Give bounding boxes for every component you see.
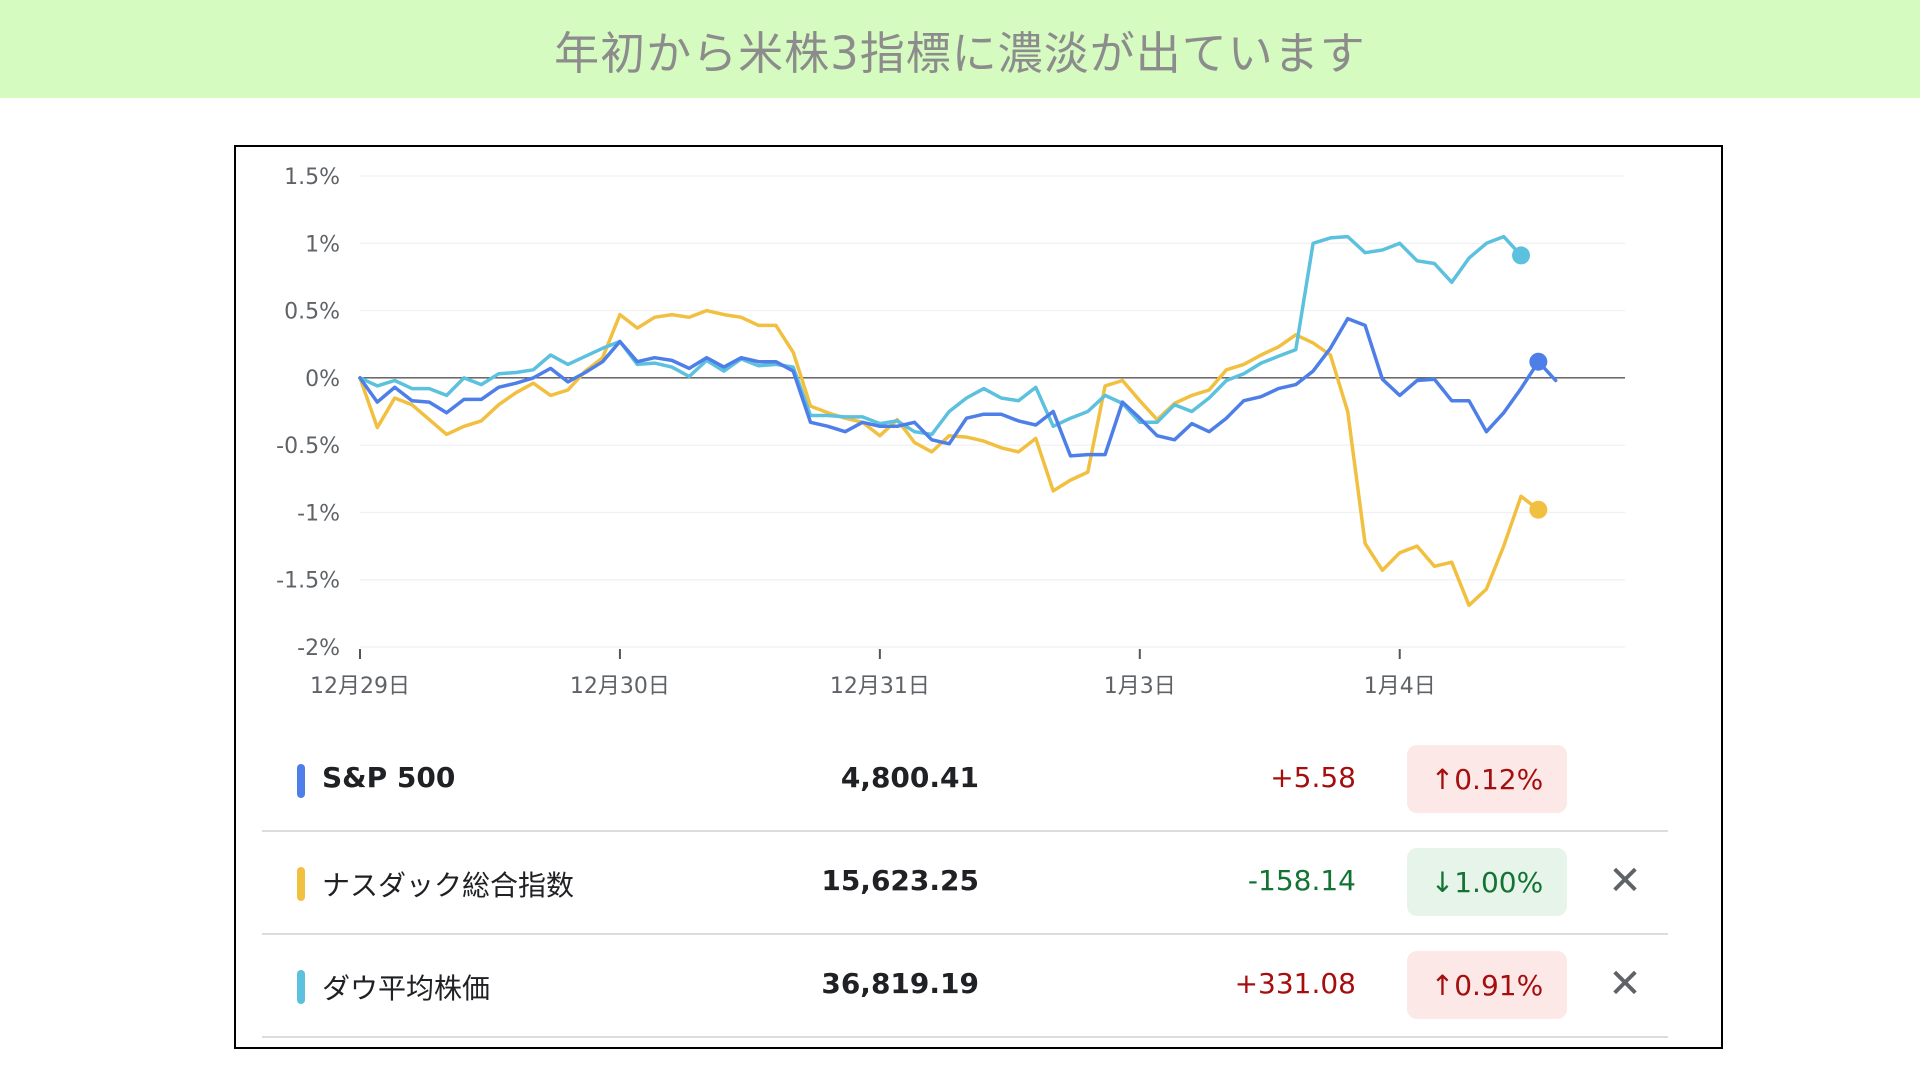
series-color-swatch	[297, 867, 305, 901]
y-tick-label: -0.5%	[276, 434, 340, 459]
page-title: 年初から米株3指標に濃淡が出ています	[554, 26, 1366, 80]
percent-change-badge: ↑0.12%	[1407, 745, 1567, 813]
row-divider	[262, 830, 1668, 832]
close-icon[interactable]: ✕	[1608, 961, 1642, 1007]
percent-change-badge: ↑0.91%	[1407, 951, 1567, 1019]
y-tick-label: -2%	[297, 636, 340, 661]
y-tick-label: -1.5%	[276, 569, 340, 594]
index-row[interactable]: ダウ平均株価 36,819.19 +331.08 ↑0.91% ✕	[262, 934, 1668, 1036]
series-end-marker-0	[1529, 352, 1548, 371]
index-value: 15,623.25	[821, 864, 979, 897]
series-line-0	[358, 316, 1558, 458]
percent-change-badge: ↓1.00%	[1407, 848, 1567, 916]
index-name: ナスダック総合指数	[322, 869, 575, 902]
index-value: 36,819.19	[821, 967, 979, 1000]
x-tick-label: 12月30日	[570, 674, 670, 699]
line-chart: 1.5% 1% 0.5% 0% -0.5% -1% -1.5% -2% 12月29日 12月30日…	[276, 165, 1625, 699]
index-change: +5.58	[1270, 761, 1356, 794]
index-name: S&P 500	[322, 761, 456, 794]
index-row[interactable]: S&P 500 4,800.41 +5.58 ↑0.12%	[262, 728, 1668, 830]
x-tick-label: 12月29日	[310, 674, 410, 699]
y-tick-label: 0%	[305, 367, 340, 392]
y-tick-label: -1%	[297, 501, 340, 526]
row-divider	[262, 933, 1668, 935]
y-tick-label: 1%	[305, 232, 340, 257]
x-tick-label: 1月4日	[1364, 674, 1436, 699]
index-row[interactable]: ナスダック総合指数 15,623.25 -158.14 ↓1.00% ✕	[262, 831, 1668, 933]
x-tick-label: 1月3日	[1104, 674, 1176, 699]
series-end-marker-1	[1529, 500, 1548, 519]
series-line-2	[358, 234, 1523, 437]
close-icon[interactable]: ✕	[1608, 858, 1642, 904]
index-change: -158.14	[1247, 864, 1356, 897]
series-end-marker-2	[1512, 246, 1531, 265]
x-tick-label: 12月31日	[830, 674, 930, 699]
y-tick-label: 0.5%	[284, 300, 340, 325]
banner: 年初から米株3指標に濃淡が出ています	[0, 0, 1920, 98]
index-name: ダウ平均株価	[322, 972, 491, 1005]
series-color-swatch	[297, 764, 305, 798]
index-change: +331.08	[1234, 967, 1356, 1000]
series-line-1	[358, 308, 1541, 608]
index-value: 4,800.41	[840, 761, 979, 794]
series-color-swatch	[297, 970, 305, 1004]
y-tick-label: 1.5%	[284, 165, 340, 190]
row-divider	[262, 1036, 1668, 1038]
